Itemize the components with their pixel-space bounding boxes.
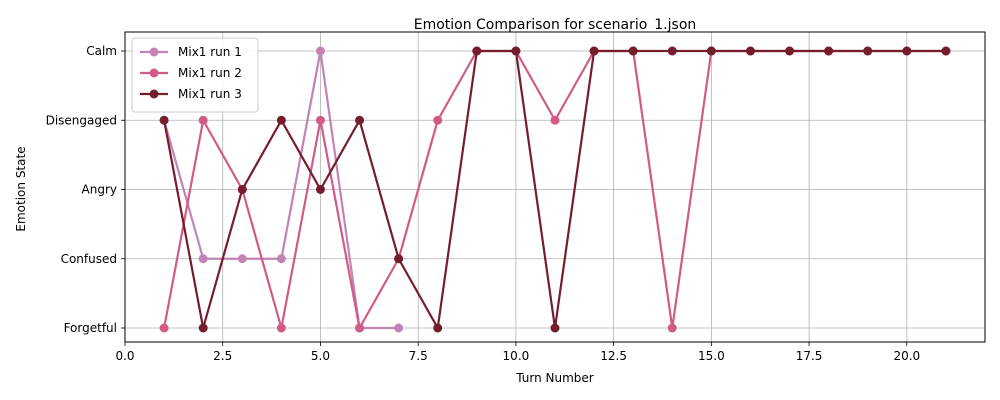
data-point [941,46,951,56]
legend-label: Mix1 run 2 [178,66,242,80]
legend-marker [149,68,159,78]
data-point [159,115,169,125]
x-tick-label: 0.0 [115,349,134,363]
data-point [237,185,247,194]
data-point [824,46,834,56]
data-point [706,46,716,56]
data-point [511,46,521,56]
data-point [550,115,560,125]
y-tick-label: Angry [82,183,117,197]
x-tick-label: 12.5 [600,349,627,363]
y-tick-label: Disengaged [46,113,117,127]
data-point [276,323,286,333]
data-point [198,254,208,264]
legend-marker [149,89,159,99]
data-point [550,323,560,333]
x-tick-label: 15.0 [698,349,725,363]
x-tick-label: 7.5 [409,349,428,363]
data-point [433,115,443,125]
x-tick-label: 20.0 [893,349,920,363]
x-axis-ticks: 0.0 2.5 5.0 7.5 10.0 12.5 15.0 17.5 20.0 [115,342,920,363]
x-tick-label: 10.0 [503,349,530,363]
data-point [472,46,482,56]
x-tick-label: 5.0 [311,349,330,363]
data-point [902,46,912,56]
data-point [355,323,365,333]
data-point [276,254,286,264]
x-tick-label: 17.5 [796,349,823,363]
data-point [355,115,365,125]
data-point [198,115,208,125]
legend-label: Mix1 run 3 [178,87,242,101]
x-axis-label: Turn Number [515,371,594,385]
y-tick-label: Calm [86,44,117,58]
data-point [785,46,795,56]
legend-label: Mix1 run 1 [178,45,242,59]
legend: Mix1 run 1 Mix1 run 2 Mix1 run 3 [131,37,259,113]
series-layer [159,46,951,333]
legend-marker [149,47,159,57]
y-tick-label: Confused [61,252,117,266]
data-point [315,115,325,125]
data-point [394,323,404,333]
x-tick-label: 2.5 [213,349,232,363]
y-axis-label: Emotion State [14,146,28,231]
data-point [589,46,599,56]
data-point [863,46,873,56]
y-tick-label: Forgetful [64,321,117,335]
data-point [315,185,325,194]
data-point [237,254,247,264]
data-point [628,46,638,56]
data-point [745,46,755,56]
plot-frame [124,31,986,343]
data-point [667,323,677,333]
data-point [276,115,286,125]
data-point [315,46,325,56]
series-3 [159,46,951,333]
data-point [394,254,404,264]
data-point [159,323,169,333]
chart-title: Emotion Comparison for scenario_1.json [414,17,697,33]
data-point [198,323,208,333]
data-point [667,46,677,56]
data-point [433,323,443,333]
y-axis-ticks: Forgetful Confused Angry Disengaged Calm [46,44,125,335]
